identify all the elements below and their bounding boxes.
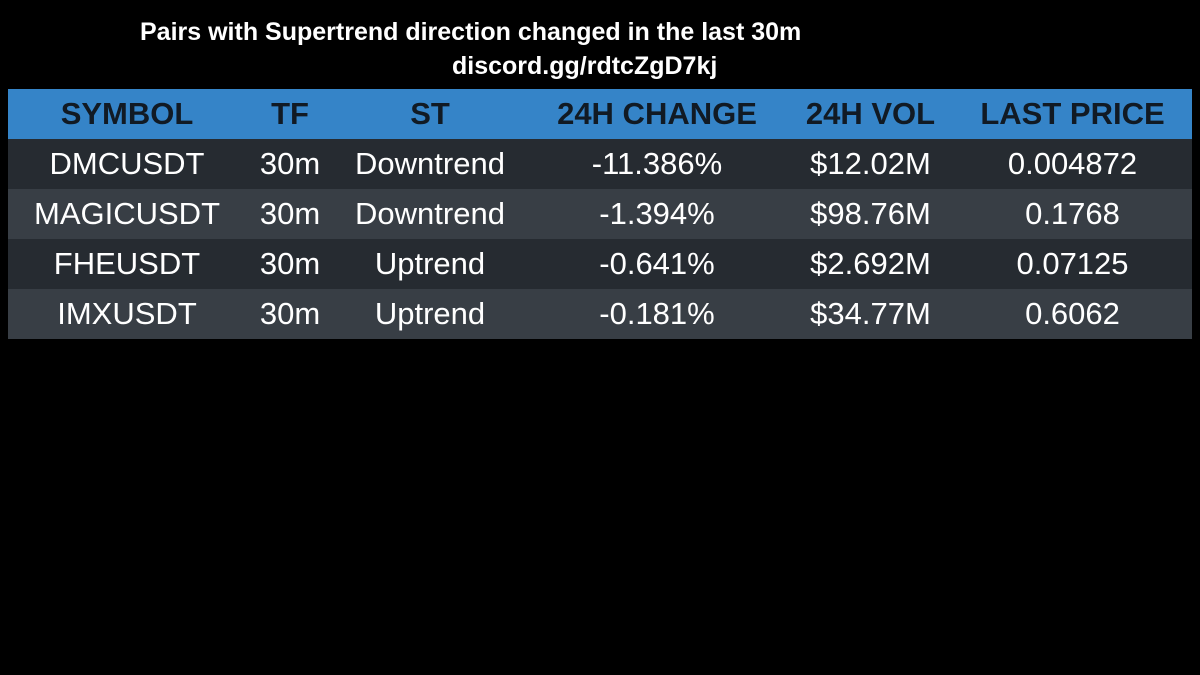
cell-symbol: MAGICUSDT [34, 196, 220, 231]
cell-24h-vol: $98.76M [810, 196, 931, 231]
cell-24h-change: -11.386% [591, 146, 723, 181]
cell-24h-change: -0.181% [599, 296, 715, 331]
column-header-last-price: LAST PRICE [980, 96, 1165, 131]
table-header-row: SYMBOL TF ST 24H CHANGE 24H VOL LAST PRI… [8, 89, 1192, 139]
column-header-24h-vol: 24H VOL [805, 96, 936, 131]
discord-link-text: discord.gg/rdtcZgD7kj [452, 52, 718, 80]
cell-symbol: DMCUSDT [49, 146, 205, 181]
cell-st: Uptrend [374, 246, 486, 281]
page-title: Pairs with Supertrend direction changed … [140, 18, 802, 46]
table-row: FHEUSDT 30m Uptrend -0.641% $2.692M 0.07… [8, 239, 1192, 289]
column-header-symbol: SYMBOL [60, 96, 194, 131]
cell-tf: 30m [259, 246, 321, 281]
table-row: DMCUSDT 30m Downtrend -11.386% $12.02M 0… [8, 139, 1192, 189]
cell-tf: 30m [259, 146, 321, 181]
cell-24h-vol: $2.692M [810, 246, 931, 281]
cell-st: Uptrend [374, 296, 486, 331]
cell-24h-change: -1.394% [599, 196, 715, 231]
column-header-tf: TF [271, 96, 309, 131]
cell-24h-change: -0.641% [599, 246, 715, 281]
cell-st: Downtrend [355, 196, 505, 231]
cell-symbol: IMXUSDT [57, 296, 197, 331]
column-header-24h-change: 24H CHANGE [557, 96, 757, 131]
cell-last-price: 0.004872 [1007, 146, 1138, 181]
column-header-st: ST [410, 96, 450, 131]
table-row: IMXUSDT 30m Uptrend -0.181% $34.77M 0.60… [8, 289, 1192, 339]
cell-st: Downtrend [355, 146, 505, 181]
cell-symbol: FHEUSDT [53, 246, 201, 281]
cell-24h-vol: $12.02M [810, 146, 931, 181]
cell-last-price: 0.07125 [1016, 246, 1129, 281]
table-row: MAGICUSDT 30m Downtrend -1.394% $98.76M … [8, 189, 1192, 239]
cell-last-price: 0.1768 [1025, 196, 1120, 231]
supertrend-pairs-table: SYMBOL TF ST 24H CHANGE 24H VOL LAST PRI… [8, 89, 1192, 339]
cell-last-price: 0.6062 [1025, 296, 1120, 331]
cell-tf: 30m [259, 296, 321, 331]
cell-24h-vol: $34.77M [810, 296, 931, 331]
cell-tf: 30m [259, 196, 321, 231]
